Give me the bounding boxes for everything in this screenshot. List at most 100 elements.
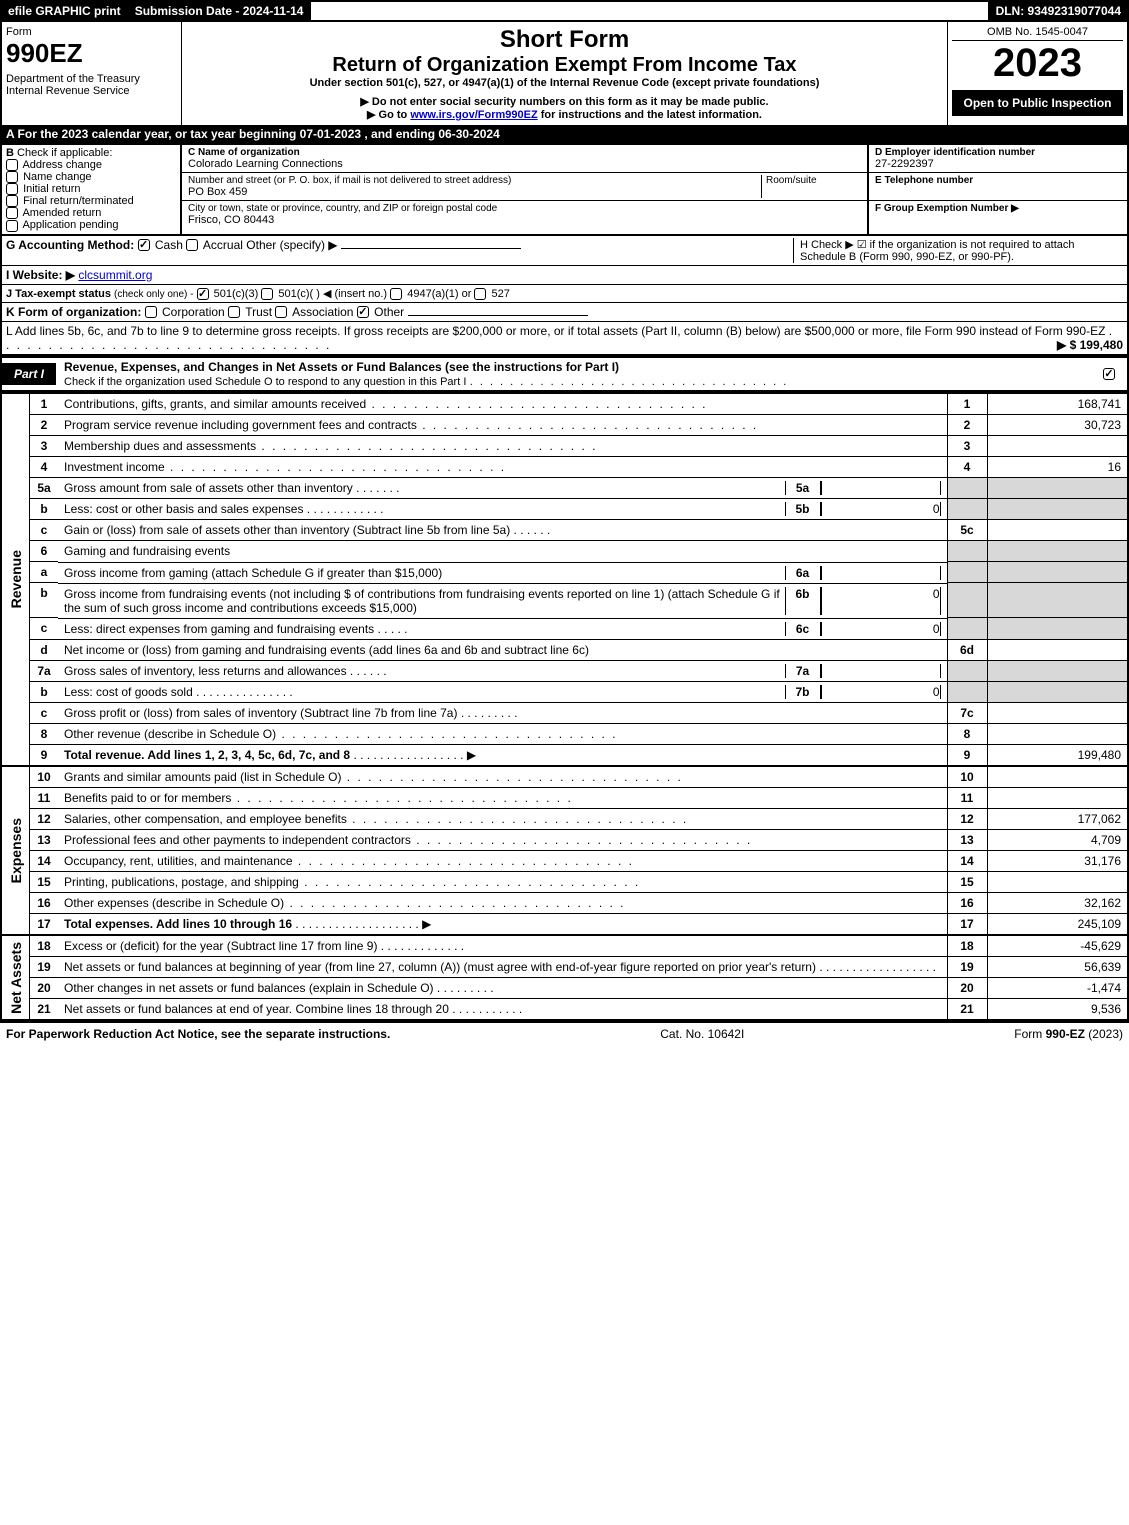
form-header: Form 990EZ Department of the Treasury In… <box>0 22 1129 125</box>
section-c: C Name of organization Colorado Learning… <box>182 145 867 234</box>
line-21: 21Net assets or fund balances at end of … <box>30 999 1127 1020</box>
line-19: 19Net assets or fund balances at beginni… <box>30 957 1127 978</box>
opt-application-pending: Application pending <box>22 219 118 231</box>
ein-value: 27-2292397 <box>875 158 1121 170</box>
top-bar: efile GRAPHIC print Submission Date - 20… <box>0 0 1129 22</box>
chk-cash[interactable] <box>138 239 150 251</box>
g-other: Other (specify) ▶ <box>246 238 337 252</box>
line-15: 15Printing, publications, postage, and s… <box>30 872 1127 893</box>
row-j: J Tax-exempt status (check only one) - 5… <box>0 284 1129 302</box>
opt-other-org: Other <box>374 305 404 319</box>
opt-final-return: Final return/terminated <box>23 195 134 207</box>
line-18: 18Excess or (deficit) for the year (Subt… <box>30 936 1127 957</box>
expenses-section: Expenses 10Grants and similar amounts pa… <box>0 765 1129 934</box>
section-g: G Accounting Method: Cash Accrual Other … <box>6 238 793 263</box>
part1-title: Revenue, Expenses, and Changes in Net As… <box>56 358 1093 390</box>
section-d: D Employer identification number 27-2292… <box>867 145 1127 234</box>
opt-trust: Trust <box>245 305 272 319</box>
chk-address-change[interactable] <box>6 159 18 171</box>
room-suite-label: Room/suite <box>761 175 861 198</box>
submission-date: Submission Date - 2024-11-14 <box>129 2 312 20</box>
chk-amended-return[interactable] <box>6 207 18 219</box>
revenue-table: 1Contributions, gifts, grants, and simil… <box>30 394 1127 766</box>
website-link[interactable]: clcsummit.org <box>78 268 152 282</box>
g-label: G Accounting Method: <box>6 238 134 252</box>
netassets-label: Net Assets <box>2 936 30 1019</box>
row-g-h: G Accounting Method: Cash Accrual Other … <box>0 234 1129 265</box>
line-5c: cGain or (loss) from sale of assets othe… <box>30 520 1127 541</box>
opt-corporation: Corporation <box>162 305 225 319</box>
chk-corporation[interactable] <box>145 306 157 318</box>
j-label: J Tax-exempt status <box>6 288 111 300</box>
row-i: I Website: ▶ clcsummit.org <box>0 265 1129 284</box>
line-8: 8Other revenue (describe in Schedule O)8 <box>30 724 1127 745</box>
line-16: 16Other expenses (describe in Schedule O… <box>30 893 1127 914</box>
chk-schedule-o-part1[interactable] <box>1103 368 1115 380</box>
form-label: Form <box>6 26 177 38</box>
chk-other-org[interactable] <box>357 306 369 318</box>
opt-501c: 501(c)( ) ◀ (insert no.) <box>278 288 387 300</box>
chk-initial-return[interactable] <box>6 183 18 195</box>
chk-501c3[interactable] <box>197 288 209 300</box>
opt-name-change: Name change <box>23 171 92 183</box>
opt-amended-return: Amended return <box>22 207 101 219</box>
section-b: B Check if applicable: Address change Na… <box>2 145 182 234</box>
chk-name-change[interactable] <box>6 171 18 183</box>
chk-501c[interactable] <box>261 288 273 300</box>
line-11: 11Benefits paid to or for members11 <box>30 788 1127 809</box>
chk-accrual[interactable] <box>186 239 198 251</box>
i-label: I Website: ▶ <box>6 268 75 282</box>
expenses-label: Expenses <box>2 767 30 934</box>
line-7b: bLess: cost of goods sold . . . . . . . … <box>30 681 1127 703</box>
footer-left: For Paperwork Reduction Act Notice, see … <box>6 1027 390 1041</box>
footer-mid: Cat. No. 10642I <box>660 1027 744 1041</box>
header-center: Short Form Return of Organization Exempt… <box>182 22 947 125</box>
b-label: B <box>6 147 14 159</box>
line-3: 3Membership dues and assessments3 <box>30 435 1127 456</box>
chk-application-pending[interactable] <box>6 220 18 232</box>
revenue-label: Revenue <box>2 394 30 766</box>
part1-check-line: Check if the organization used Schedule … <box>64 376 466 388</box>
part1-header: Part I Revenue, Expenses, and Changes in… <box>0 356 1129 392</box>
k-label: K Form of organization: <box>6 305 141 319</box>
line-5a: 5aGross amount from sale of assets other… <box>30 477 1127 498</box>
netassets-section: Net Assets 18Excess or (deficit) for the… <box>0 934 1129 1021</box>
line-6b: bGross income from fundraising events (n… <box>30 583 1127 618</box>
line-10: 10Grants and similar amounts paid (list … <box>30 767 1127 788</box>
c-city-label: City or town, state or province, country… <box>188 203 861 214</box>
chk-trust[interactable] <box>228 306 240 318</box>
footer-right: Form 990-EZ (2023) <box>1014 1027 1123 1041</box>
irs-link[interactable]: www.irs.gov/Form990EZ <box>410 109 537 121</box>
b-check-if: Check if applicable: <box>17 147 112 159</box>
short-form-title: Short Form <box>186 26 943 54</box>
line-14: 14Occupancy, rent, utilities, and mainte… <box>30 851 1127 872</box>
top-spacer <box>311 2 989 20</box>
note-link: ▶ Go to www.irs.gov/Form990EZ for instru… <box>186 108 943 121</box>
l-amount: ▶ $ 199,480 <box>1057 338 1123 352</box>
header-left: Form 990EZ Department of the Treasury In… <box>2 22 182 125</box>
opt-501c3: 501(c)(3) <box>214 288 259 300</box>
group-exemption-label: F Group Exemption Number ▶ <box>875 203 1121 214</box>
part1-badge: Part I <box>2 363 56 385</box>
form-title: Return of Organization Exempt From Incom… <box>186 54 943 77</box>
line-6: 6Gaming and fundraising events <box>30 541 1127 562</box>
department: Department of the Treasury Internal Reve… <box>6 73 177 97</box>
line-12: 12Salaries, other compensation, and empl… <box>30 809 1127 830</box>
org-name: Colorado Learning Connections <box>188 158 861 170</box>
chk-association[interactable] <box>275 306 287 318</box>
line-4: 4Investment income416 <box>30 456 1127 477</box>
l-text: L Add lines 5b, 6c, and 7b to line 9 to … <box>6 324 1105 338</box>
org-city: Frisco, CO 80443 <box>188 214 861 226</box>
omb-number: OMB No. 1545-0047 <box>952 26 1123 41</box>
line-7c: cGross profit or (loss) from sales of in… <box>30 703 1127 724</box>
line-1: 1Contributions, gifts, grants, and simil… <box>30 394 1127 415</box>
chk-527[interactable] <box>474 288 486 300</box>
org-address: PO Box 459 <box>188 186 761 198</box>
open-to-public: Open to Public Inspection <box>952 90 1123 116</box>
efile-print-button[interactable]: efile GRAPHIC print <box>2 2 129 20</box>
chk-final-return[interactable] <box>6 195 18 207</box>
opt-527: 527 <box>492 288 510 300</box>
line-6d: dNet income or (loss) from gaming and fu… <box>30 639 1127 660</box>
line-13: 13Professional fees and other payments t… <box>30 830 1127 851</box>
chk-4947[interactable] <box>390 288 402 300</box>
